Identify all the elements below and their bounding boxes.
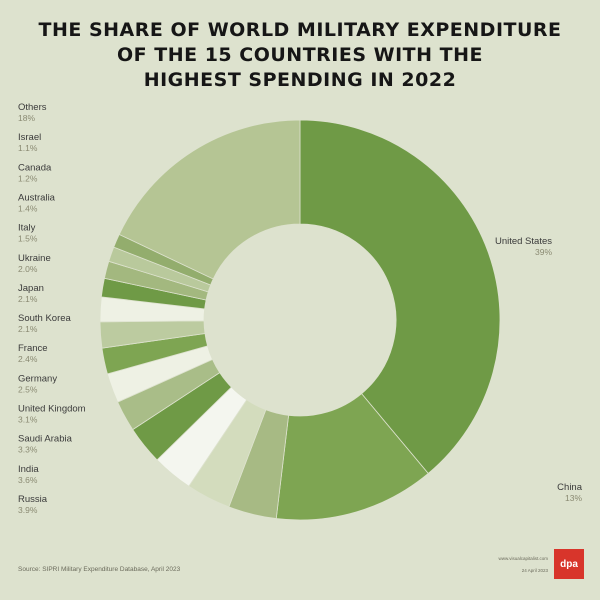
label-germany: Germany	[18, 373, 57, 384]
slice-united-states	[299, 119, 501, 475]
title-line-3: HIGHEST SPENDING IN 2022	[143, 69, 457, 91]
value-united-states: 39%	[535, 247, 552, 257]
value-china: 13%	[565, 493, 582, 503]
label-saudi-arabia: Saudi Arabia	[18, 434, 73, 445]
value-others: 18%	[18, 113, 35, 123]
label-united-states: United States	[495, 236, 552, 247]
title-line-2: OF THE 15 COUNTRIES WITH THE	[117, 44, 483, 66]
value-france: 2.4%	[18, 354, 38, 364]
title-line-1: THE SHARE OF WORLD MILITARY EXPENDITURE	[38, 19, 562, 41]
value-australia: 1.4%	[18, 203, 38, 213]
value-canada: 1.2%	[18, 173, 38, 183]
label-france: France	[18, 343, 48, 354]
value-japan: 2.1%	[18, 294, 38, 304]
brand-logo: dpa	[554, 549, 584, 579]
slice-labels: Others18%Israel1.1%Canada1.2%Australia1.…	[18, 102, 583, 515]
label-united-kingdom: United Kingdom	[18, 404, 86, 415]
value-ukraine: 2.0%	[18, 264, 38, 274]
value-india: 3.6%	[18, 475, 38, 485]
chart-title: THE SHARE OF WORLD MILITARY EXPENDITURE …	[0, 18, 600, 93]
donut-slices	[99, 119, 501, 521]
brand-text: www.visualcapitalist.com 24 April 2023	[498, 556, 548, 573]
value-united-kingdom: 3.1%	[18, 415, 38, 425]
label-south-korea: South Korea	[18, 313, 72, 324]
label-india: India	[18, 464, 39, 475]
value-russia: 3.9%	[18, 505, 38, 515]
label-israel: Israel	[18, 132, 41, 143]
label-canada: Canada	[18, 162, 52, 173]
label-russia: Russia	[18, 494, 48, 505]
slice-others	[118, 119, 301, 280]
donut-hole	[208, 228, 392, 412]
label-japan: Japan	[18, 283, 44, 294]
source-note: Source: SIPRI Military Expenditure Datab…	[18, 566, 181, 573]
value-italy: 1.5%	[18, 234, 38, 244]
label-ukraine: Ukraine	[18, 253, 51, 264]
label-china: China	[557, 482, 583, 493]
value-saudi-arabia: 3.3%	[18, 445, 38, 455]
label-italy: Italy	[18, 223, 36, 234]
value-south-korea: 2.1%	[18, 324, 38, 334]
value-israel: 1.1%	[18, 143, 38, 153]
label-others: Others	[18, 102, 47, 113]
value-germany: 2.5%	[18, 384, 38, 394]
label-australia: Australia	[18, 192, 56, 203]
